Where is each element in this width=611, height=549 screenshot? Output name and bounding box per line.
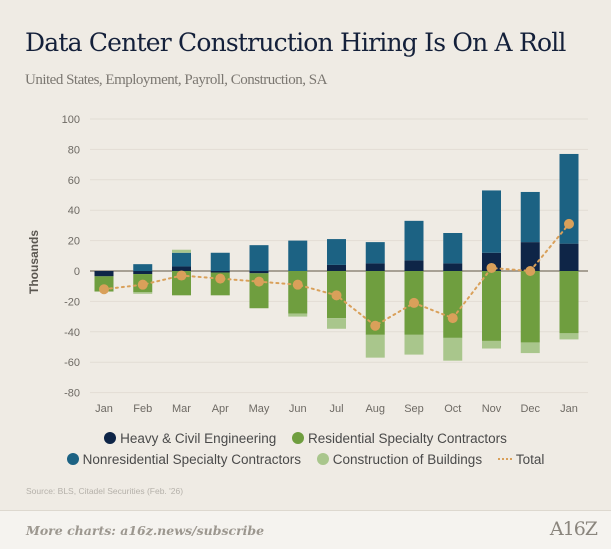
y-tick-label: -20 bbox=[64, 296, 80, 308]
bar-nonresidential-specialty-contractors-12 bbox=[559, 153, 579, 244]
legend-swatch bbox=[66, 453, 79, 465]
y-tick-label: 100 bbox=[62, 114, 80, 126]
chart-area: 100 80 60 40 20 0 -20 -40 -60 -80 Jan Feb Mar Apr May J… bbox=[27, 114, 588, 415]
total-point-0 bbox=[99, 284, 109, 295]
y-tick-label: 40 bbox=[68, 205, 80, 217]
footer-bar: More charts: a16z.news/subscribe A16Z bbox=[0, 510, 611, 549]
x-tick-label: Jun bbox=[289, 403, 307, 415]
x-tick-label: Jul bbox=[329, 403, 343, 415]
bar-heavy-civil-engineering-9 bbox=[443, 263, 463, 271]
bar-nonresidential-specialty-contractors-5 bbox=[288, 240, 308, 271]
y-tick-label: -60 bbox=[64, 357, 80, 369]
total-point-5 bbox=[292, 279, 303, 290]
chart-subtitle: United States, Employment, Payroll, Cons… bbox=[25, 72, 327, 88]
total-point-4 bbox=[254, 276, 264, 287]
total-point-2 bbox=[176, 270, 187, 281]
bar-nonresidential-specialty-contractors-7 bbox=[365, 242, 385, 264]
bar-residential-specialty-contractors-10 bbox=[482, 271, 501, 341]
total-point-6 bbox=[331, 290, 342, 301]
legend-label: Heavy & Civil Engineering bbox=[120, 431, 277, 446]
legend-dotted-line bbox=[497, 458, 512, 460]
bar-nonresidential-specialty-contractors-6 bbox=[327, 239, 346, 265]
legend-nonresidential: Nonresidential Specialty Contractors bbox=[66, 452, 301, 467]
legend-label: Residential Specialty Contractors bbox=[308, 431, 507, 446]
bar-heavy-civil-engineering-12 bbox=[559, 243, 579, 271]
bar-construction-of-buildings-9 bbox=[443, 337, 463, 361]
bar-construction-of-buildings-10 bbox=[482, 340, 501, 349]
bar-construction-of-buildings-7 bbox=[365, 334, 385, 358]
bar-construction-of-buildings-11 bbox=[520, 342, 540, 354]
bar-heavy-civil-engineering-3 bbox=[210, 271, 230, 273]
bar-heavy-civil-engineering-8 bbox=[404, 260, 424, 271]
legend-swatch bbox=[292, 432, 304, 444]
legend-label: Nonresidential Specialty Contractors bbox=[82, 452, 301, 467]
legend-swatch bbox=[316, 453, 329, 465]
x-tick-label: May bbox=[249, 403, 270, 415]
bar-residential-specialty-contractors-9 bbox=[443, 271, 463, 338]
legend-label: Construction of Buildings bbox=[332, 452, 483, 467]
x-tick-label: Feb bbox=[133, 403, 152, 415]
bar-construction-of-buildings-12 bbox=[559, 333, 579, 340]
bar-construction-of-buildings-8 bbox=[404, 334, 424, 355]
legend-swatch bbox=[104, 432, 117, 444]
bar-heavy-civil-engineering-6 bbox=[327, 264, 346, 271]
y-tick-label: -40 bbox=[64, 327, 80, 339]
bar-nonresidential-specialty-contractors-4 bbox=[249, 245, 269, 271]
bar-residential-specialty-contractors-7 bbox=[365, 271, 385, 335]
bar-construction-of-buildings-2 bbox=[172, 249, 191, 253]
y-tick-label: 0 bbox=[74, 266, 80, 278]
legend-heavy-civil: Heavy & Civil Engineering bbox=[104, 431, 276, 446]
bar-nonresidential-specialty-contractors-11 bbox=[520, 191, 540, 243]
x-tick-label: Aug bbox=[365, 403, 385, 415]
x-tick-label: Mar bbox=[172, 403, 191, 415]
x-tick-label: Nov bbox=[482, 403, 502, 415]
total-point-8 bbox=[409, 297, 419, 308]
total-point-12 bbox=[564, 218, 574, 229]
legend-label: Total bbox=[515, 452, 545, 467]
x-tick-label: Jan bbox=[95, 403, 113, 415]
bar-construction-of-buildings-1 bbox=[133, 292, 153, 294]
bar-construction-of-buildings-6 bbox=[327, 318, 346, 329]
total-point-1 bbox=[137, 279, 148, 290]
total-point-9 bbox=[447, 313, 458, 324]
y-tick-label: -80 bbox=[64, 388, 80, 400]
total-point-3 bbox=[215, 273, 226, 284]
x-tick-label: Dec bbox=[520, 403, 540, 415]
bar-residential-specialty-contractors-11 bbox=[520, 271, 540, 343]
y-tick-label: 80 bbox=[68, 144, 80, 156]
x-tick-label: Oct bbox=[444, 403, 461, 415]
bar-nonresidential-specialty-contractors-8 bbox=[404, 220, 424, 261]
bar-heavy-civil-engineering-7 bbox=[365, 263, 385, 271]
legend-total: Total bbox=[497, 452, 545, 467]
legend-row-2: Nonresidential Specialty Contractors Con… bbox=[0, 452, 611, 467]
bar-residential-specialty-contractors-5 bbox=[288, 271, 308, 314]
bar-nonresidential-specialty-contractors-9 bbox=[443, 233, 463, 264]
legend-row-1: Heavy & Civil Engineering Residential Sp… bbox=[0, 431, 611, 446]
source-note: Source: BLS, Citadel Securities (Feb. '2… bbox=[26, 486, 184, 496]
a16z-logo: A16Z bbox=[549, 518, 598, 540]
bar-heavy-civil-engineering-4 bbox=[249, 271, 269, 274]
y-axis-label: Thousands bbox=[27, 230, 41, 294]
bar-nonresidential-specialty-contractors-10 bbox=[482, 190, 501, 253]
bar-heavy-civil-engineering-1 bbox=[133, 271, 153, 275]
bar-heavy-civil-engineering-0 bbox=[94, 271, 114, 277]
x-tick-label: Apr bbox=[212, 403, 229, 415]
total-point-7 bbox=[370, 320, 381, 331]
x-tick-label: Jan bbox=[560, 403, 578, 415]
bar-nonresidential-specialty-contractors-2 bbox=[172, 252, 191, 267]
x-tick-label: Sep bbox=[404, 403, 424, 415]
legend-buildings: Construction of Buildings bbox=[316, 452, 483, 467]
total-point-10 bbox=[486, 262, 497, 273]
bar-residential-specialty-contractors-12 bbox=[559, 271, 579, 334]
y-tick-label: 20 bbox=[68, 236, 80, 248]
bar-nonresidential-specialty-contractors-1 bbox=[133, 264, 153, 271]
bar-nonresidential-specialty-contractors-3 bbox=[210, 252, 230, 271]
bar-heavy-civil-engineering-2 bbox=[172, 266, 191, 271]
bar-construction-of-buildings-5 bbox=[288, 313, 308, 317]
total-point-11 bbox=[525, 266, 536, 276]
y-tick-label: 60 bbox=[68, 175, 80, 187]
chart-title: Data Center Construction Hiring Is On A … bbox=[25, 28, 566, 57]
more-charts-link[interactable]: More charts: a16z.news/subscribe bbox=[26, 523, 265, 538]
legend-residential: Residential Specialty Contractors bbox=[292, 431, 507, 446]
